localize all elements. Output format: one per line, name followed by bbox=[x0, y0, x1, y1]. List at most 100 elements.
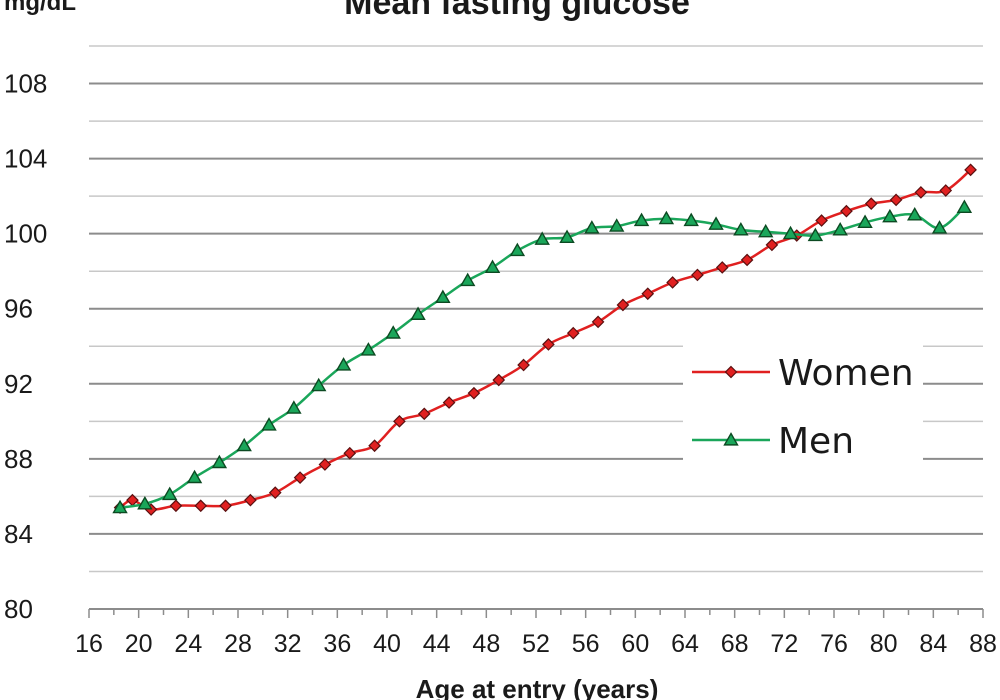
x-tick-label: 64 bbox=[671, 630, 699, 658]
men-point bbox=[857, 214, 873, 228]
x-tick-label: 28 bbox=[224, 630, 252, 658]
men-point bbox=[360, 342, 377, 356]
men-point bbox=[907, 206, 923, 221]
women-point bbox=[914, 186, 928, 199]
women-point bbox=[740, 253, 754, 267]
women-point bbox=[691, 268, 704, 282]
men-point bbox=[211, 454, 228, 469]
legend-label-men: Men bbox=[778, 421, 854, 462]
x-tick-label: 48 bbox=[472, 630, 500, 658]
y-tick-label: 104 bbox=[4, 144, 47, 174]
x-tick-label: 20 bbox=[125, 630, 153, 658]
men-point bbox=[261, 417, 277, 431]
women-point bbox=[765, 238, 779, 252]
men-point bbox=[410, 306, 426, 320]
women-point bbox=[442, 396, 456, 409]
x-tick-label: 16 bbox=[75, 630, 103, 658]
women-point bbox=[840, 204, 853, 218]
men-point bbox=[162, 486, 178, 501]
men-point bbox=[708, 216, 724, 230]
men-point bbox=[658, 210, 675, 225]
men-point bbox=[882, 208, 898, 223]
women-point bbox=[492, 373, 506, 387]
y-tick-label: 88 bbox=[4, 444, 33, 474]
women-point bbox=[467, 386, 481, 400]
chart-title: Mean fasting glucose bbox=[344, 0, 690, 22]
men-point bbox=[956, 199, 973, 213]
men-point bbox=[137, 495, 153, 510]
y-tick-label: 80 bbox=[4, 594, 33, 624]
x-tick-label: 72 bbox=[770, 630, 798, 658]
series-men bbox=[112, 199, 973, 514]
x-axis bbox=[88, 608, 984, 618]
women-point bbox=[194, 499, 208, 513]
legend-marker-women bbox=[724, 365, 738, 379]
x-tick-label: 56 bbox=[572, 630, 600, 658]
men-point bbox=[286, 400, 302, 414]
women-point bbox=[939, 184, 953, 197]
men-point bbox=[807, 227, 824, 242]
series-women bbox=[113, 163, 977, 516]
men-point bbox=[584, 220, 600, 234]
men-point bbox=[112, 499, 128, 514]
men-point bbox=[609, 218, 625, 232]
x-tick-label: 40 bbox=[373, 630, 401, 658]
y-tick-label: 84 bbox=[4, 519, 33, 549]
y-axis-label: mg/dL bbox=[4, 0, 76, 16]
women-point bbox=[343, 446, 357, 460]
women-point bbox=[417, 407, 431, 421]
y-tick-label: 92 bbox=[4, 369, 33, 399]
women-point bbox=[864, 197, 878, 210]
x-tick-labels: 16 20 24 28 32 36 40 44 48 52 56 60 64 68 72 76 80 84 88 bbox=[75, 630, 997, 658]
men-point bbox=[460, 272, 476, 287]
men-point bbox=[484, 259, 501, 274]
gridlines bbox=[89, 45, 983, 573]
women-point bbox=[318, 458, 332, 471]
women-point bbox=[517, 358, 530, 372]
women-point bbox=[244, 493, 257, 507]
men-point bbox=[236, 437, 252, 452]
y-tick-labels: 80 84 88 92 96 100 104 108 bbox=[4, 69, 47, 624]
men-point bbox=[509, 242, 526, 257]
x-axis-label: Age at entry (years) bbox=[416, 674, 659, 700]
men-point bbox=[733, 222, 749, 236]
men-point bbox=[311, 377, 327, 392]
x-tick-label: 80 bbox=[870, 630, 898, 658]
women-point bbox=[715, 261, 729, 274]
women-point bbox=[542, 338, 555, 351]
y-tick-label: 96 bbox=[4, 294, 33, 324]
y-tick-label: 108 bbox=[4, 69, 47, 99]
men-point bbox=[633, 212, 650, 227]
x-tick-label: 68 bbox=[721, 630, 749, 658]
women-point bbox=[641, 287, 655, 301]
men-point bbox=[435, 289, 451, 304]
x-tick-label: 60 bbox=[621, 630, 649, 658]
x-tick-label: 76 bbox=[820, 630, 848, 658]
x-tick-label: 36 bbox=[323, 630, 351, 658]
x-tick-label: 52 bbox=[522, 630, 550, 658]
series-layer bbox=[112, 163, 977, 516]
y-tick-label: 100 bbox=[4, 219, 47, 249]
men-point bbox=[559, 229, 575, 243]
men-point bbox=[683, 212, 699, 227]
women-point bbox=[616, 298, 630, 312]
women-point bbox=[889, 193, 903, 207]
women-point bbox=[268, 486, 282, 499]
women-point bbox=[368, 439, 381, 453]
women-point bbox=[293, 471, 307, 484]
x-tick-label: 24 bbox=[174, 630, 202, 658]
x-tick-label: 44 bbox=[423, 630, 451, 658]
legend-box bbox=[683, 336, 923, 464]
men-point bbox=[385, 325, 401, 339]
women-point bbox=[219, 499, 232, 513]
legend-marker-men bbox=[723, 432, 739, 446]
legend-label-women: Women bbox=[778, 353, 914, 394]
men-point bbox=[186, 469, 203, 484]
women-point bbox=[666, 276, 679, 289]
men-point bbox=[782, 225, 799, 240]
men-point bbox=[758, 223, 774, 238]
women-point bbox=[566, 326, 580, 340]
men-point bbox=[335, 357, 352, 371]
men-point bbox=[534, 231, 550, 245]
